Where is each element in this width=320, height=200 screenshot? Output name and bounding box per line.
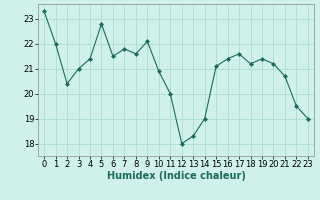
X-axis label: Humidex (Indice chaleur): Humidex (Indice chaleur) — [107, 171, 245, 181]
